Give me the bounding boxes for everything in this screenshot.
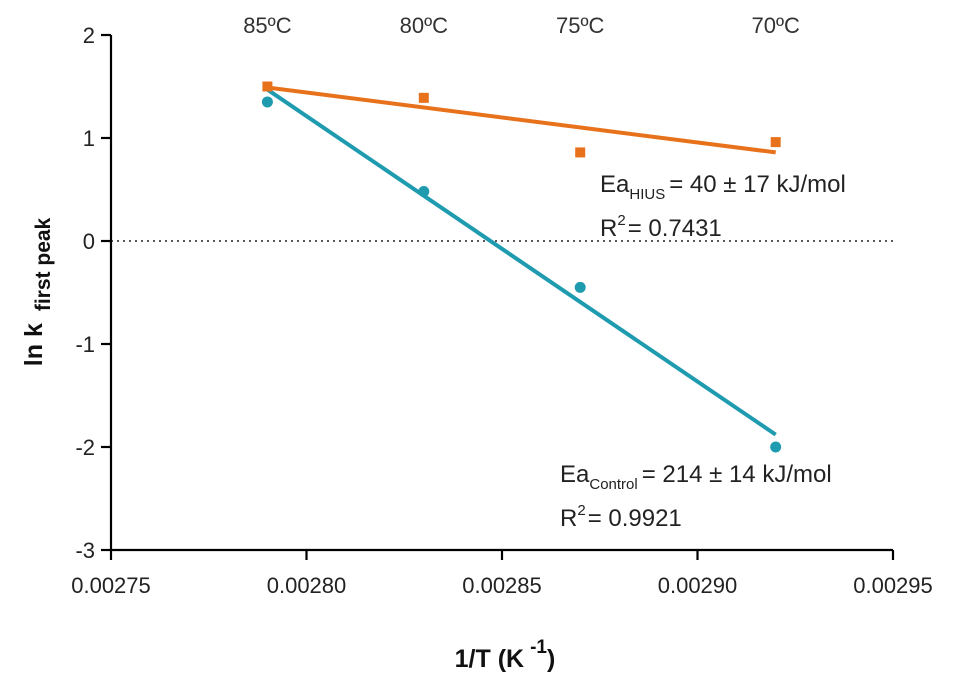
temperature-label: 80ºC: [400, 13, 449, 38]
y-tick-label: -1: [75, 332, 95, 357]
x-axis-title-main: 1/T (K: [455, 645, 524, 673]
data-point-circle: [770, 441, 782, 453]
r-squared-value: = 0.7431: [628, 215, 722, 242]
r-squared-superscript: 2: [577, 502, 585, 519]
r-squared-superscript: 2: [617, 212, 625, 229]
r-squared-symbol: R: [600, 215, 617, 242]
activation-energy-symbol: Ea: [600, 171, 630, 198]
activation-energy-subscript: HIUS: [629, 186, 665, 203]
fit-lines: [266, 85, 777, 437]
activation-energy-label: EaControl = 214 ± 14 kJ/mol: [560, 461, 832, 493]
data-points: [261, 81, 782, 453]
x-tick-label: 0.00280: [267, 573, 347, 598]
x-tick-label: 0.00295: [853, 573, 933, 598]
y-tick-label: 2: [83, 23, 95, 48]
x-tick-label: 0.00275: [71, 573, 151, 598]
activation-energy-subscript: Control: [589, 476, 637, 493]
data-point-circle: [418, 186, 430, 198]
temperature-label: 70ºC: [751, 13, 800, 38]
x-tick-label: 0.00285: [462, 573, 542, 598]
temperature-label: 75ºC: [556, 13, 605, 38]
y-tick-label: -3: [75, 538, 95, 563]
activation-energy-value: = 214 ± 14 kJ/mol: [642, 461, 832, 488]
activation-energy-label: EaHIUS = 40 ± 17 kJ/mol: [600, 171, 846, 203]
r-squared-value: = 0.9921: [588, 505, 682, 532]
x-axis-title-superscript: -1: [530, 637, 547, 658]
data-point-circle: [261, 96, 273, 108]
activation-energy-value: = 40 ± 17 kJ/mol: [669, 171, 846, 198]
x-axis-title: 1/T (K -1): [455, 637, 556, 673]
data-point-circle: [574, 281, 586, 293]
data-point-square: [575, 147, 586, 158]
r-squared-label: R2= 0.9921: [560, 502, 682, 532]
fit-line: [267, 85, 776, 155]
data-point-square: [770, 137, 781, 148]
x-axis-title-close: ): [547, 645, 555, 673]
axes: -3 -2 -1 0 1 2 0.00275 0.00280 0.00285 0.00290 0.0…: [71, 23, 933, 598]
r-squared-symbol: R: [560, 505, 577, 532]
labels: 85ºC 80ºC 75ºC 70ºC 1/T (K -1) ln k first peak E…: [20, 13, 846, 673]
temperature-label: 85ºC: [243, 13, 292, 38]
fit-line: [266, 87, 777, 437]
r-squared-label: R2= 0.7431: [600, 212, 722, 242]
activation-energy-symbol: Ea: [560, 461, 590, 488]
y-tick-label: 0: [83, 229, 95, 254]
data-point-square: [418, 92, 429, 103]
y-tick-label: 1: [83, 126, 95, 151]
y-axis-title-main: ln k: [20, 323, 48, 366]
y-axis-title-subscript: first peak: [32, 217, 55, 311]
data-point-square: [262, 81, 273, 92]
y-tick-label: -2: [75, 435, 95, 460]
y-axis-title: ln k first peak: [20, 217, 55, 366]
x-tick-label: 0.00290: [658, 573, 738, 598]
